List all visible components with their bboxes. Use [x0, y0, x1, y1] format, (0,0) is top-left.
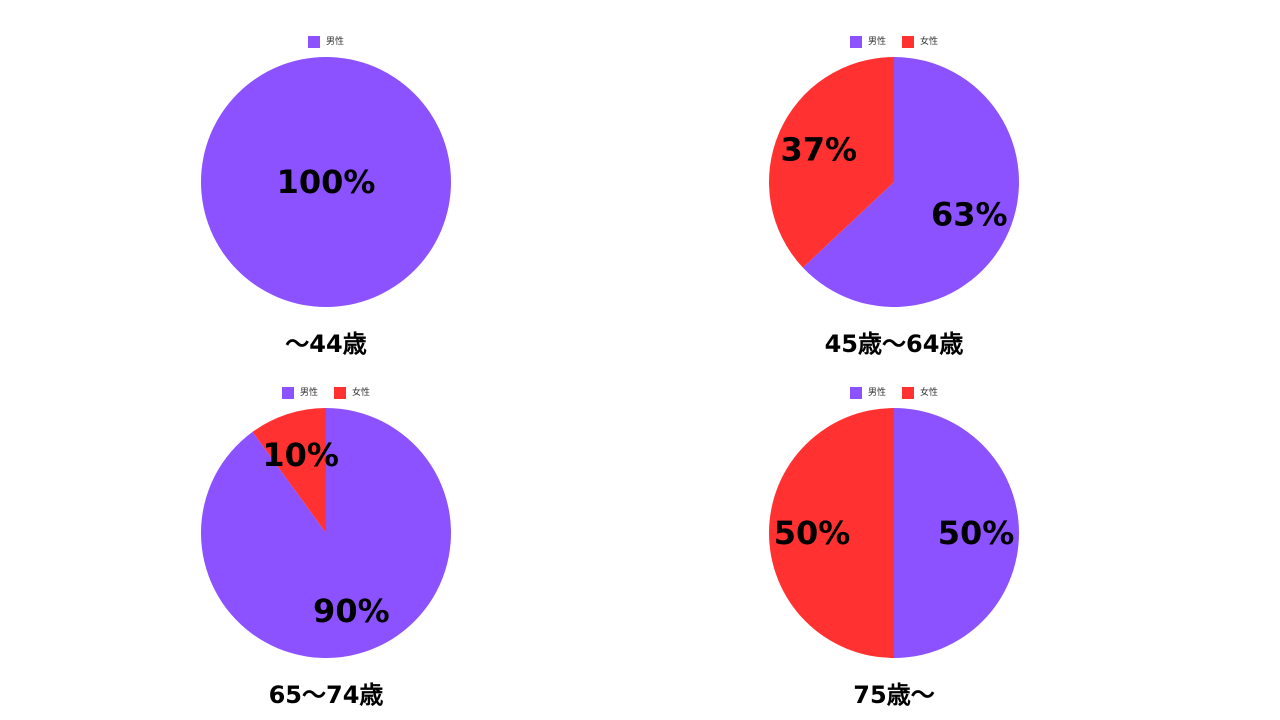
chart-legend: 男性 女性 — [744, 35, 1044, 49]
slice-percentage-label: 37% — [780, 130, 857, 168]
legend-label: 女性 — [920, 388, 939, 398]
pie-chart-panel-3: 男性 女性 90% 10% 65～74歳 — [176, 351, 476, 709]
slice-percentage-label: 10% — [262, 436, 339, 474]
slice-percentage-label: 50% — [938, 514, 1015, 552]
pie-slice — [201, 57, 451, 307]
legend-label: 男性 — [867, 388, 886, 398]
pie-chart-2: 63% 37% — [768, 57, 1019, 307]
pie-chart-1: 100% — [201, 57, 451, 307]
legend-item: 女性 — [902, 387, 938, 399]
pie-chart-panel-2: 男性 女性 63% 37% 45歳～64歳 — [744, 0, 1044, 358]
legend-swatch — [902, 387, 914, 399]
legend-item: 女性 — [902, 36, 938, 48]
pie-slice — [769, 408, 894, 658]
slice-percentage-label: 100% — [277, 163, 376, 201]
chart-caption: 65～74歳 — [268, 681, 384, 709]
slice-percentage-label: 50% — [774, 514, 851, 552]
chart-legend: 男性 女性 — [744, 386, 1044, 400]
pie-slice — [768, 57, 894, 268]
legend-label: 女性 — [920, 37, 939, 47]
legend-swatch — [902, 36, 914, 48]
pie-slice — [894, 408, 1019, 658]
legend-item: 男性 — [849, 36, 886, 48]
chart-legend: 男性 — [176, 35, 476, 49]
chart-caption: ～44歳 — [285, 330, 367, 358]
pie-chart-3: 90% 10% — [200, 408, 451, 658]
legend-label: 女性 — [352, 388, 371, 398]
legend-swatch — [334, 387, 346, 399]
legend-item: 男性 — [307, 36, 344, 48]
legend-item: 男性 — [281, 387, 318, 399]
legend-label: 男性 — [867, 37, 886, 47]
pie-slice — [200, 408, 451, 658]
slice-percentage-label: 90% — [313, 592, 390, 630]
chart-caption: 45歳～64歳 — [824, 330, 964, 358]
chart-caption: 75歳～ — [853, 681, 935, 709]
pie-slice — [252, 408, 326, 533]
legend-swatch — [849, 387, 862, 399]
legend-swatch — [307, 36, 320, 48]
pie-chart-panel-4: 男性 女性 50% 50% 75歳～ — [744, 351, 1044, 709]
pie-slice — [802, 57, 1019, 307]
legend-swatch — [849, 36, 862, 48]
slice-percentage-label: 63% — [931, 196, 1008, 234]
pie-chart-4: 50% 50% — [769, 408, 1019, 658]
legend-item: 男性 — [849, 387, 886, 399]
pie-chart-panel-1: 男性 100% ～44歳 — [176, 0, 476, 358]
legend-swatch — [281, 387, 294, 399]
legend-item: 女性 — [334, 387, 370, 399]
legend-label: 男性 — [299, 388, 318, 398]
chart-legend: 男性 女性 — [176, 386, 476, 400]
legend-label: 男性 — [325, 37, 344, 47]
